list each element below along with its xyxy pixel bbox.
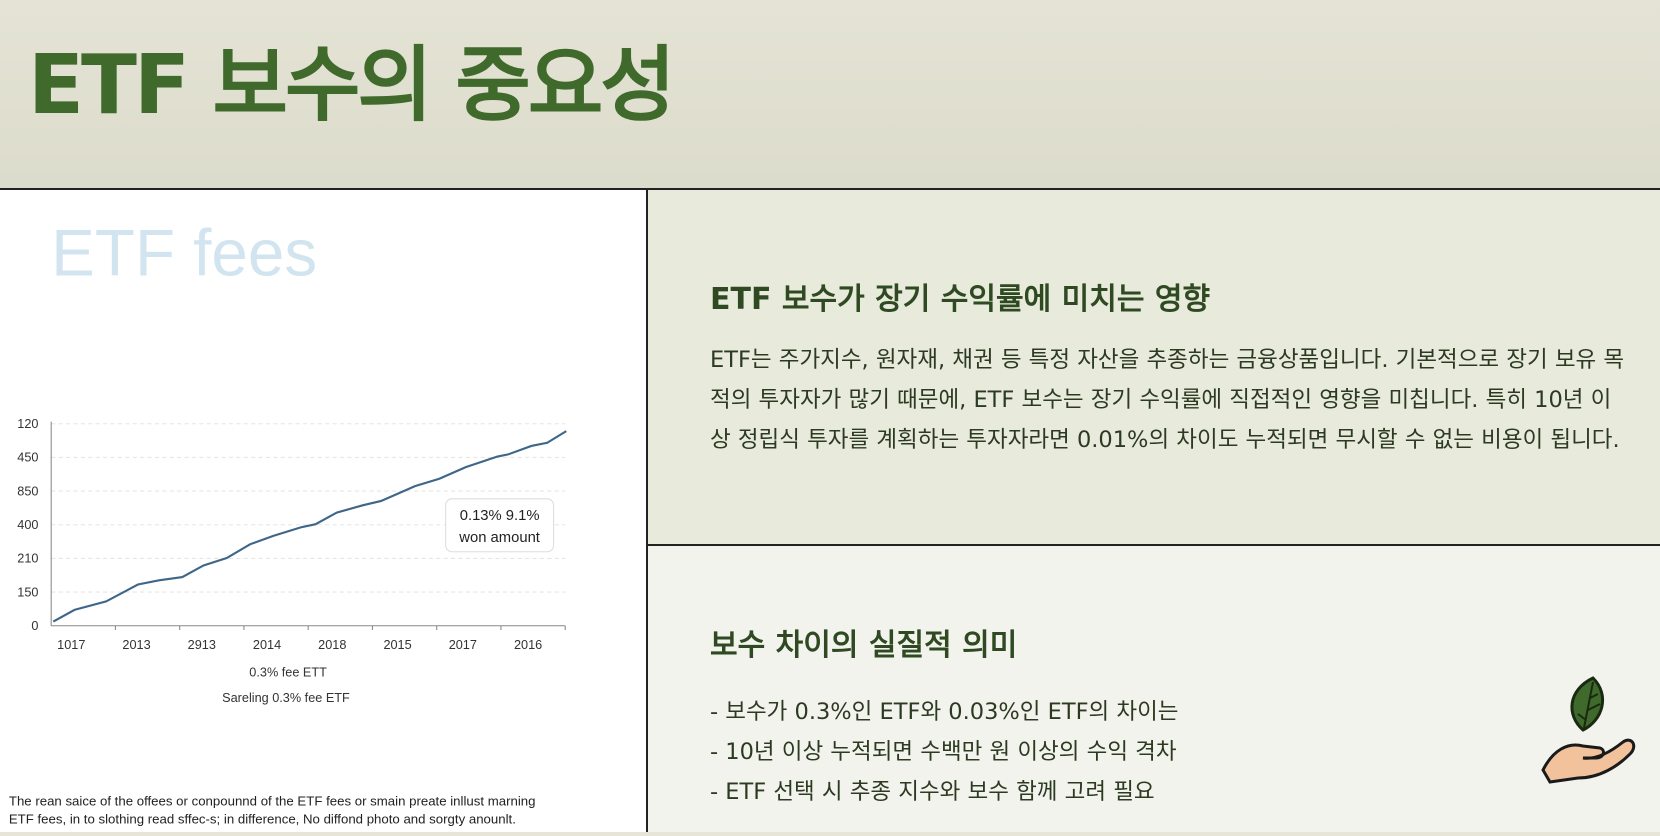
trend-line [52,430,567,623]
section: 보수 차이의 실질적 의미 - 보수가 0.3%인 ETF와 0.03%인 ET… [648,546,1660,832]
y-label: 210 [17,552,38,566]
header: ETF 보수의 중요성 [0,0,1660,188]
legend: Sareling 0.3% fee ETF [222,691,350,705]
x-label: 2018 [318,638,346,652]
annotation: won amount [458,530,540,546]
y-label: 850 [17,484,38,498]
x-label: 2017 [449,638,477,652]
x-label: 2013 [122,638,150,652]
title: ETF 보수의 중요성 [28,38,676,133]
x-label: 2913 [188,638,216,652]
list: - 보수가 0.3%인 ETF와 0.03%인 ETF의 차이는 - 10년 이상… [710,692,1178,812]
heading: ETF 보수가 장기 수익률에 미치는 영향 [710,282,1211,317]
list-item: - 보수가 0.3%인 ETF와 0.03%인 ETF의 차이는 [710,699,1179,725]
legend: 0.3% fee ETT [249,666,327,680]
chart-image: ETF fees 0.13% 9.1% won amount 0.3% fee … [9,217,567,827]
figure-panel: ETF fees 0.13% 9.1% won amount 0.3% fee … [0,188,648,832]
x-label: 2016 [514,638,542,652]
y-label: 400 [17,518,38,532]
annotation-box [445,498,555,553]
section: ETF 보수가 장기 수익률에 미치는 영향 ETF는 주가지수, 원자재, 채… [648,188,1660,546]
x-label: 2015 [383,638,411,652]
list-item: - 10년 이상 누적되면 수백만 원 이상의 수익 격차 [710,739,1177,765]
x-label: 1017 [57,638,85,652]
heading: 보수 차이의 실질적 의미 [710,628,1018,663]
grid [51,423,566,593]
hand-leaf-icon [1541,676,1636,784]
body: ETF는 주가지수, 원자재, 채권 등 특정 자산을 추종하는 금융상품입니다… [710,347,1625,453]
caption: ETF fees, in to slothing read sffec-s; i… [9,812,516,827]
y-label: 0 [31,619,38,633]
annotation: 0.13% 9.1% [460,508,540,524]
y-label: 450 [17,451,38,465]
watermark: ETF fees [51,217,317,290]
x-label: 2014 [253,638,281,652]
list-item: - ETF 선택 시 추종 지수와 보수 함께 고려 필요 [710,779,1155,805]
y-label: 150 [17,585,38,599]
y-label: 120 [17,417,38,431]
caption: The rean saice of the offees or conpounn… [9,794,536,809]
